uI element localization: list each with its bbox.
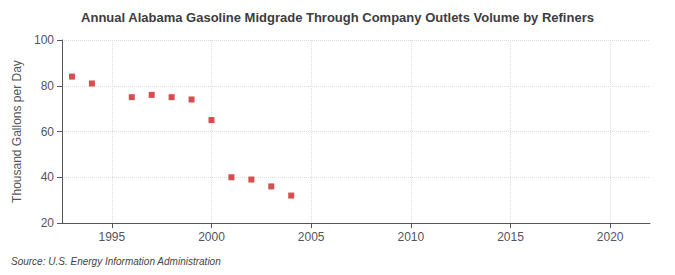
- svg-text:Source: U.S. Energy Informatio: Source: U.S. Energy Information Administ…: [11, 256, 221, 267]
- svg-text:2015: 2015: [497, 230, 524, 244]
- svg-text:2020: 2020: [597, 230, 624, 244]
- svg-text:1995: 1995: [98, 230, 125, 244]
- svg-text:20: 20: [41, 216, 55, 230]
- svg-text:100: 100: [34, 33, 54, 47]
- svg-text:Thousand Gallons per Day: Thousand Gallons per Day: [10, 60, 24, 203]
- svg-text:2000: 2000: [198, 230, 225, 244]
- svg-text:Annual Alabama Gasoline Midgra: Annual Alabama Gasoline Midgrade Through…: [81, 10, 594, 25]
- svg-text:60: 60: [41, 125, 55, 139]
- svg-text:80: 80: [41, 79, 55, 93]
- svg-text:2010: 2010: [397, 230, 424, 244]
- svg-text:40: 40: [41, 170, 55, 184]
- svg-text:2005: 2005: [298, 230, 325, 244]
